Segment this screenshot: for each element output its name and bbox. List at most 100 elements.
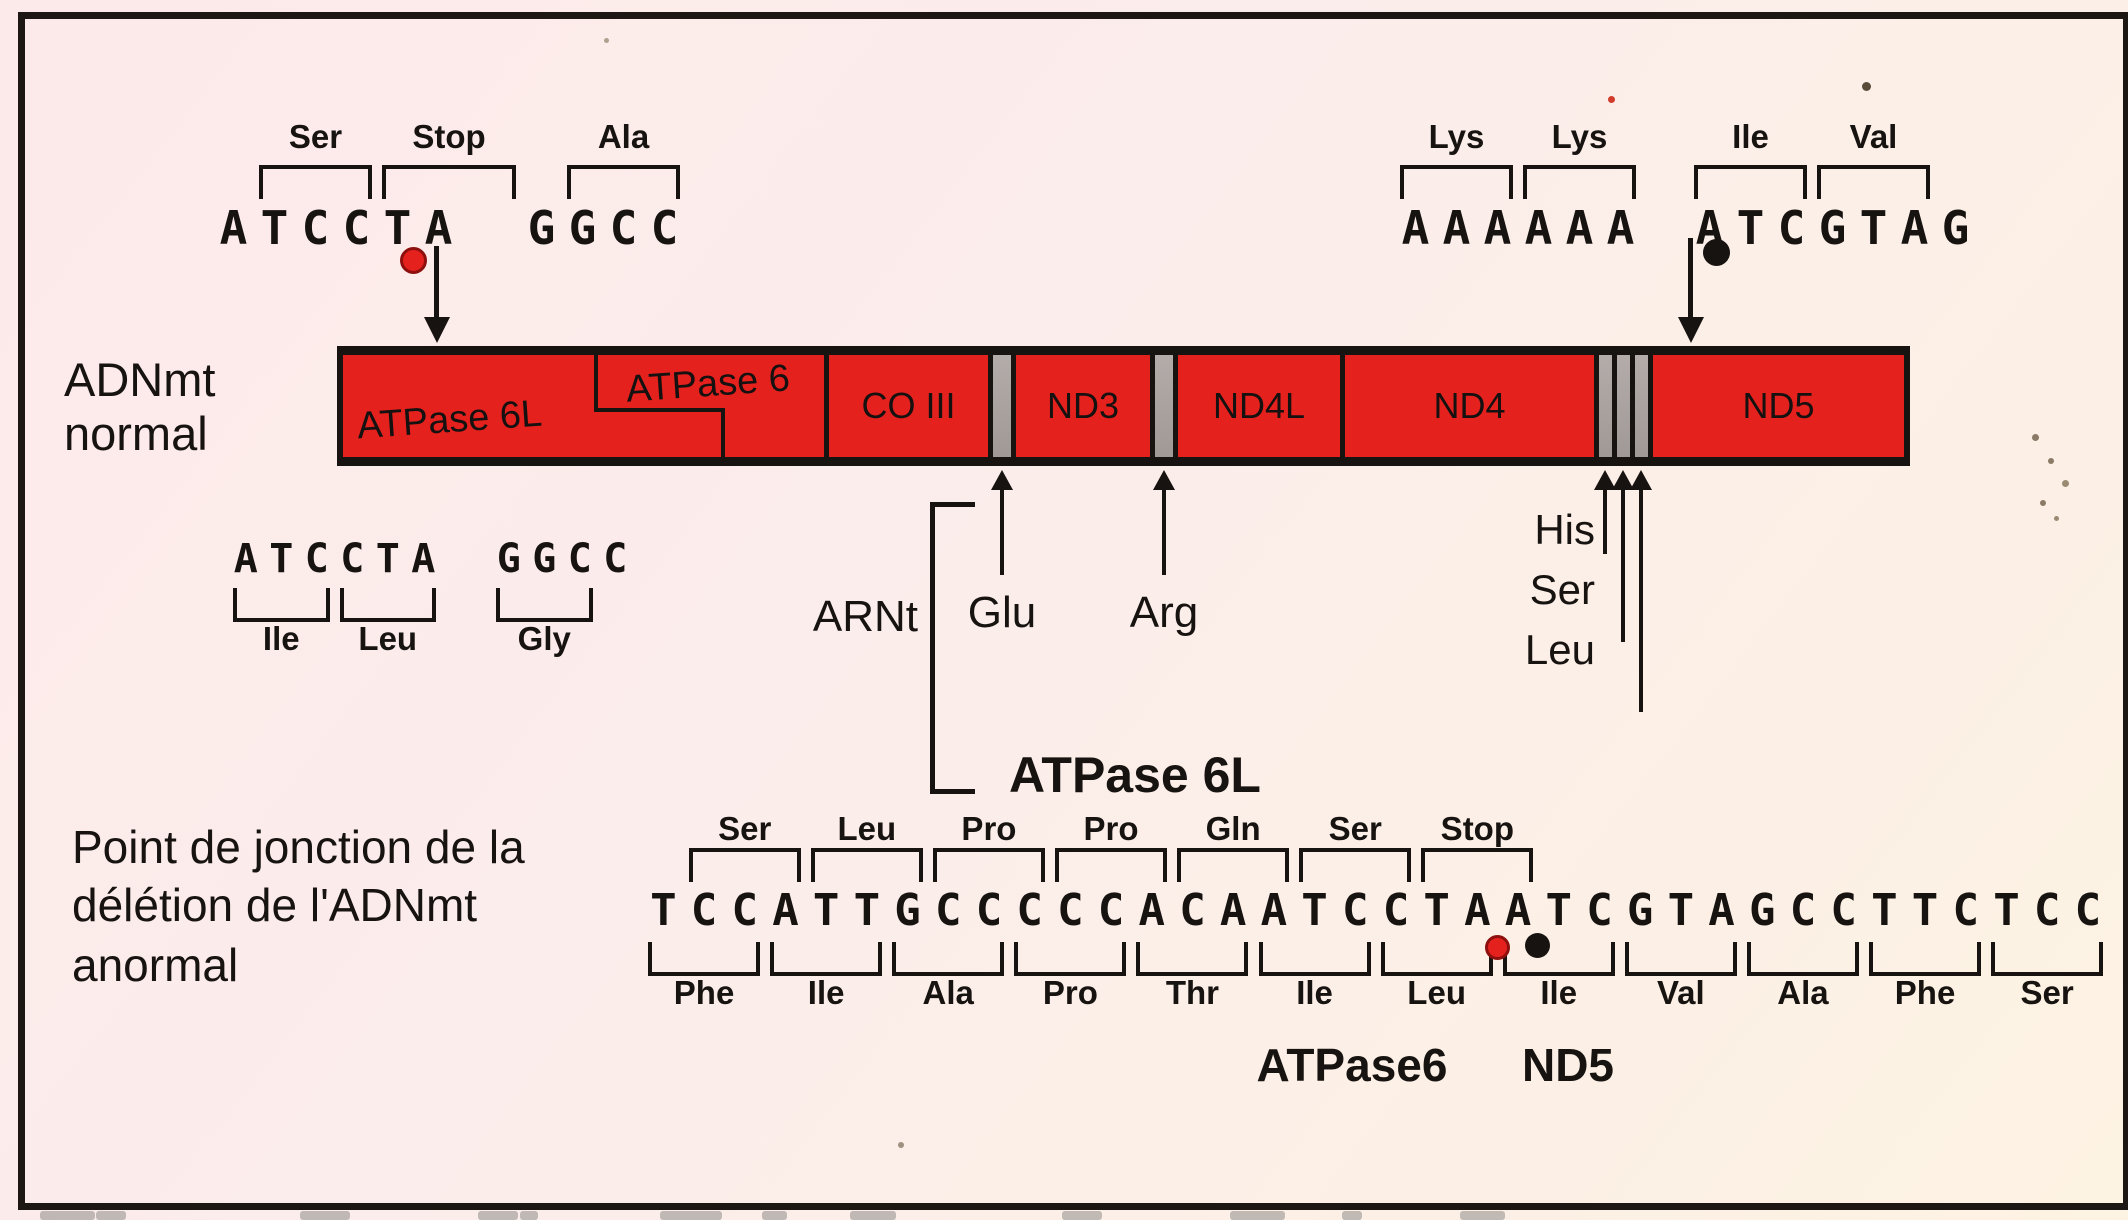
- sequence-letter: A: [1138, 885, 1165, 936]
- gene-label: ATPase 6: [624, 357, 792, 411]
- sequence-letter: T: [383, 201, 412, 255]
- amino-acid-label: Ile: [1296, 974, 1333, 1011]
- gene-segment-nd4l: ND4L: [1178, 355, 1340, 457]
- gene-label: CO III: [861, 385, 956, 426]
- caption-fragment: [96, 1211, 126, 1220]
- sequence-letter: T: [1423, 885, 1450, 936]
- codon-bracket: [339, 588, 436, 622]
- amino-acid-label: Val: [1656, 974, 1705, 1011]
- gene-segment-nd5: ND5: [1653, 355, 1904, 457]
- codon-bracket: [567, 165, 680, 199]
- normal-mtdna-label-line2: normal: [64, 407, 208, 460]
- sequence-letter: A: [233, 536, 258, 582]
- sequence-letter: G: [1748, 885, 1776, 936]
- trna-gene-band: [1155, 355, 1173, 457]
- amino-acid-label: Ala: [1777, 974, 1829, 1011]
- codon-annotation-top: Ile: [1694, 120, 1807, 199]
- junction-red-dot-normal: [400, 247, 427, 274]
- codon-bracket: [1746, 942, 1859, 976]
- amino-acid-label: Ala: [922, 974, 974, 1011]
- gene-label: ND4L: [1212, 385, 1306, 426]
- trna-his-arrow: [1603, 490, 1607, 554]
- sequence-letter: T: [1736, 201, 1765, 255]
- sequence-letter: A: [424, 201, 453, 255]
- codon-annotation-bottom: Phe: [648, 942, 761, 1010]
- codon-annotation-bottom: Pro: [1014, 942, 1127, 1010]
- sequence-letter: T: [1859, 201, 1888, 255]
- trna-gene-band: [1599, 355, 1612, 457]
- amino-acid-label: Ala: [597, 118, 650, 155]
- trna-glu-arrow: [1000, 490, 1004, 575]
- codon-annotation-top: Ser: [688, 810, 801, 882]
- codon-annotation-bottom: Thr: [1136, 942, 1249, 1010]
- codon-bracket: [648, 942, 761, 976]
- codon-bracket: [1380, 942, 1493, 976]
- amino-acid-label: Ser: [2020, 974, 2074, 1011]
- sequence-letter: A: [1565, 201, 1594, 255]
- codon-annotation-bottom: Ile: [233, 588, 330, 656]
- scan-speck: [2062, 480, 2069, 487]
- arnt-label: ARNt: [812, 592, 918, 641]
- sequence-letter: C: [342, 201, 371, 255]
- codon-bracket: [233, 588, 330, 622]
- codon-bracket: [1299, 848, 1412, 882]
- scan-speck: [2054, 516, 2059, 521]
- codon-bracket: [1817, 165, 1930, 199]
- junction-heading-atpase6l: ATPase 6L: [1009, 747, 1261, 803]
- gene-label: ND4: [1433, 385, 1506, 426]
- sequence-letter: A: [219, 201, 248, 255]
- sequence-letter: G: [496, 536, 521, 582]
- codon-bracket: [1502, 942, 1615, 976]
- caption-fragment: [520, 1211, 538, 1220]
- amino-acid-label: Lys: [1428, 118, 1485, 155]
- gene-label: ND3: [1046, 385, 1120, 426]
- sequence-letter: C: [1952, 885, 1979, 936]
- sequence-letter: T: [812, 885, 840, 936]
- amino-acid-label: Val: [1849, 118, 1898, 155]
- codon-bracket: [932, 848, 1045, 882]
- amino-acid-label: Ser: [718, 810, 772, 847]
- sequence-letter: C: [567, 536, 592, 582]
- codon-bracket: [382, 165, 516, 199]
- sequence-letter: A: [1401, 201, 1430, 255]
- amino-acid-label: Leu: [358, 620, 418, 657]
- sequence-letter: A: [1483, 201, 1512, 255]
- caption-fragment: [660, 1211, 722, 1220]
- sequence-letter: C: [1777, 201, 1806, 255]
- trna-gene-band: [1617, 355, 1630, 457]
- codon-annotation-bottom: Ile: [1502, 942, 1615, 1011]
- trna-his-label: His: [1534, 506, 1595, 553]
- mtdna-gene-map-bar: ATPase 6L ATPase 6 CO III ND3 ND4L ND4 ND5: [337, 346, 1910, 466]
- codon-bracket: [1400, 165, 1513, 199]
- trna-leu-label: Leu: [1524, 626, 1595, 673]
- normal-mtdna-label-line1: ADNmt: [64, 353, 216, 406]
- sequence-letter: A: [1900, 201, 1929, 255]
- codon-annotation-bottom: Ser: [1991, 942, 2104, 1011]
- codon-bracket: [770, 942, 883, 976]
- sequence-letter: C: [934, 885, 962, 936]
- sequence-letter: C: [1179, 885, 1206, 936]
- sequence-letter: T: [1667, 885, 1695, 936]
- gene-label: ND5: [1742, 385, 1815, 426]
- amino-acid-label: Lys: [1551, 118, 1608, 155]
- sequence-normal-downstream: A A A A A A A T C G T A G Lys Lys Ile Val: [1395, 120, 1976, 300]
- scan-speck: [898, 1142, 904, 1148]
- amino-acid-label: Phe: [1894, 974, 1956, 1011]
- sequence-letter: A: [1504, 885, 1532, 936]
- sequence-letter: T: [269, 536, 294, 582]
- amino-acid-label: Pro: [961, 810, 1017, 847]
- trna-ser-arrow: [1621, 490, 1625, 642]
- amino-acid-label: Ile: [807, 974, 845, 1011]
- caption-fragment: [40, 1211, 95, 1220]
- sequence-letter: C: [1789, 885, 1817, 936]
- gene-segment-nd4: ND4: [1345, 355, 1594, 457]
- sequence-letter: T: [650, 885, 677, 936]
- sequence-letter: T: [260, 201, 289, 255]
- codon-annotation-top: Stop: [1421, 812, 1534, 882]
- amino-acid-label: Ile: [1540, 974, 1578, 1011]
- amino-acid-label: Ile: [262, 620, 300, 657]
- codon-annotation-bottom: Gly: [496, 588, 593, 656]
- junction-caption-line3: anormal: [72, 939, 239, 991]
- sequence-normal-upstream-frame2: A T C C T A G G C C Ile Leu Gly: [228, 538, 633, 668]
